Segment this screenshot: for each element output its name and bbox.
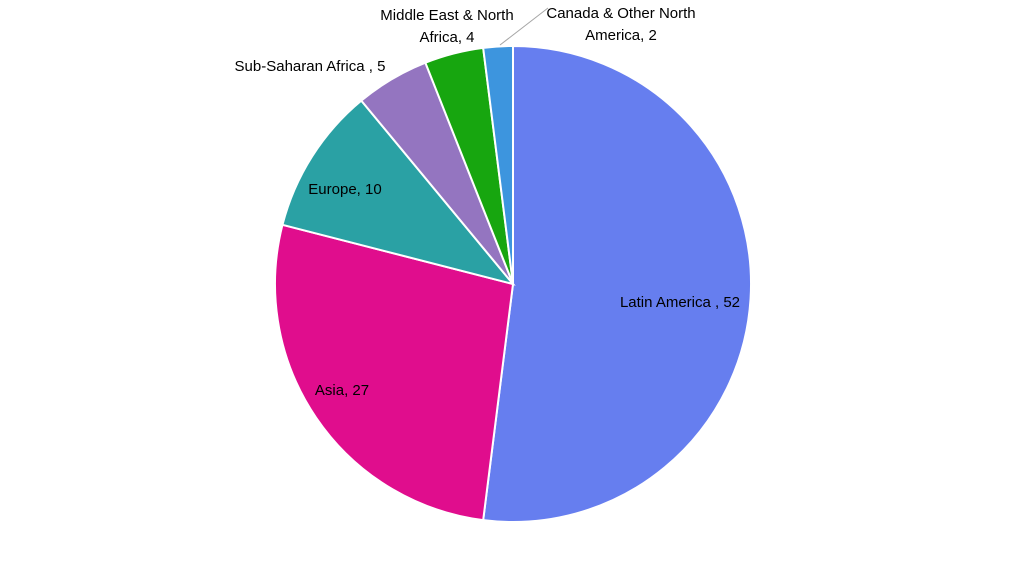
slice-label-canada-and-other-north-america: Canada & Other North America, 2 (546, 5, 695, 44)
pie-slice-latin-america (482, 44, 752, 523)
leader-line-canada-and-other-north-america (499, 7, 549, 46)
pie-slice-europe (281, 99, 516, 286)
slice-label-sub-saharan-africa: Sub-Saharan Africa , 5 (235, 58, 386, 75)
pie-slice-asia (274, 223, 515, 522)
slice-label-latin-america: Latin America , 52 (620, 294, 740, 311)
slice-label-europe: Europe, 10 (308, 181, 381, 198)
pie-slice-canada-and-other-north-america (482, 44, 514, 285)
slice-label-middle-east-and-north-africa: Middle East & North Africa, 4 (380, 7, 513, 46)
slice-label-asia: Asia, 27 (315, 382, 369, 399)
